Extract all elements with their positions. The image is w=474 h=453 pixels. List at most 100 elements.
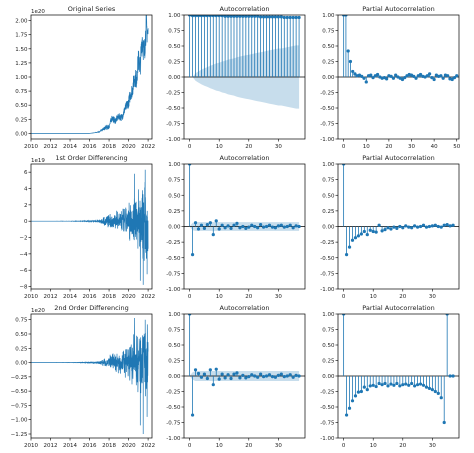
stem-marker xyxy=(244,226,248,230)
stem-lag-7 xyxy=(208,368,212,376)
stem-lag-29 xyxy=(273,375,278,379)
stem-lag-23 xyxy=(410,376,414,386)
stem-lag-21 xyxy=(250,223,254,227)
y-tick-label: −0.75 xyxy=(11,403,28,409)
stem-lag-27 xyxy=(421,223,426,227)
plot-area xyxy=(31,15,149,134)
stem-marker xyxy=(360,74,364,78)
stem-marker xyxy=(427,386,432,390)
x-tick-label: 10 xyxy=(216,144,223,150)
stem-marker xyxy=(413,224,417,228)
x-tick-label: 20 xyxy=(245,144,252,150)
stem-lag-5 xyxy=(202,226,207,230)
stem-marker xyxy=(395,381,399,386)
stem-lag-37 xyxy=(451,223,455,227)
stem-marker xyxy=(415,225,420,229)
stem-lag-16 xyxy=(389,226,393,231)
stem-marker xyxy=(226,224,230,228)
stem-marker xyxy=(374,230,378,234)
stem-lag-31 xyxy=(279,15,283,77)
stem-marker xyxy=(415,383,420,387)
stem-lag-35 xyxy=(445,314,449,376)
stem-lag-31 xyxy=(279,223,283,227)
stem-marker xyxy=(223,15,227,18)
x-tick-label: 2022 xyxy=(141,443,155,449)
x-tick-label: 40 xyxy=(431,144,438,150)
panel-acf_orig: Autocorrelation 0 10 20 30 -1.00 -0.75 -0.50 -0.… xyxy=(166,5,306,150)
stem-marker xyxy=(451,374,455,378)
y-tick-label: -0.25 xyxy=(166,240,181,246)
x-tick-label: 2012 xyxy=(44,294,58,300)
stem-marker xyxy=(285,224,289,229)
stem-marker xyxy=(371,229,375,234)
stem-marker xyxy=(368,384,372,388)
x-tick-label: 30 xyxy=(275,443,282,449)
stem-lag-37 xyxy=(297,224,301,229)
stem-marker xyxy=(418,72,423,77)
stem-marker xyxy=(383,228,387,232)
y-tick-label: -0.25 xyxy=(320,240,335,246)
stem-lag-9 xyxy=(214,15,218,77)
y-tick-label: 1.00 xyxy=(322,162,335,168)
stem-lag-10 xyxy=(217,15,221,77)
stem-marker xyxy=(223,226,227,230)
stem-lag-9 xyxy=(368,226,372,232)
stem-lag-1 xyxy=(190,226,195,257)
stem-marker xyxy=(401,226,405,230)
stem-lag-0 xyxy=(188,164,192,227)
stem-lag-18 xyxy=(395,376,399,386)
stem-lag-23 xyxy=(256,15,260,77)
y-tick-label: -0.50 xyxy=(166,106,181,112)
stem-marker xyxy=(193,15,198,18)
y-tick-label: 0.50 xyxy=(15,103,28,109)
stem-marker xyxy=(270,375,275,379)
stem-lag-5 xyxy=(202,15,207,77)
stem-lag-15 xyxy=(232,15,236,77)
stem-marker xyxy=(364,80,368,84)
stem-marker xyxy=(250,373,254,377)
stem-marker xyxy=(226,15,230,18)
stem-lag-1 xyxy=(344,15,348,77)
stem-marker xyxy=(427,224,432,229)
stem-marker xyxy=(205,376,209,381)
x-tick-label: 20 xyxy=(245,294,252,300)
stem-lag-10 xyxy=(217,376,221,381)
x-tick-label: 30 xyxy=(275,294,282,300)
y-tick-label: -1.00 xyxy=(166,287,181,293)
stem-marker xyxy=(199,375,204,379)
stem-lag-25 xyxy=(261,15,266,77)
stem-marker xyxy=(267,373,272,377)
panel-pacf_orig: Partial Autocorrelation 0 10 20 30 40 50 -1.00 -… xyxy=(320,5,460,150)
y-tick-label: 1.00 xyxy=(168,312,181,318)
stem-marker xyxy=(414,76,418,80)
panel-pacf_diff2: Partial Autocorrelation 0 10 20 30 -1.00 -0.75… xyxy=(320,304,460,449)
stem-marker xyxy=(294,15,298,20)
stem-lag-5 xyxy=(356,376,361,394)
stem-lag-0 xyxy=(188,314,192,376)
y-tick-label: 0.00 xyxy=(15,361,28,367)
stem-lag-35 xyxy=(291,226,295,230)
stem-marker xyxy=(344,15,348,17)
stem-marker xyxy=(217,377,221,381)
y-tick-label: 0.00 xyxy=(168,225,181,231)
panel-diff2_series: 1e20 2nd Order Differencing 2010 2012 2014 20… xyxy=(11,304,155,449)
stem-lag-34 xyxy=(418,72,423,77)
stem-lag-11 xyxy=(374,376,378,389)
stem-lag-32 xyxy=(436,376,440,395)
stem-lag-37 xyxy=(425,74,429,78)
stem-lag-26 xyxy=(400,77,405,82)
stem-lag-5 xyxy=(356,226,361,238)
stem-lag-28 xyxy=(424,225,429,229)
stem-lag-25 xyxy=(415,376,420,387)
stem-marker xyxy=(256,15,260,18)
stem-lag-6 xyxy=(359,376,363,394)
stem-marker xyxy=(282,225,286,229)
stem-lag-33 xyxy=(285,15,289,77)
stem-lag-6 xyxy=(205,15,209,77)
stem-marker xyxy=(398,224,402,229)
stem-lag-25 xyxy=(261,375,266,379)
stem-marker xyxy=(365,388,369,392)
y-tick-label: 1.25 xyxy=(15,61,28,67)
stem-marker xyxy=(421,223,426,227)
stem-lag-21 xyxy=(404,224,408,228)
